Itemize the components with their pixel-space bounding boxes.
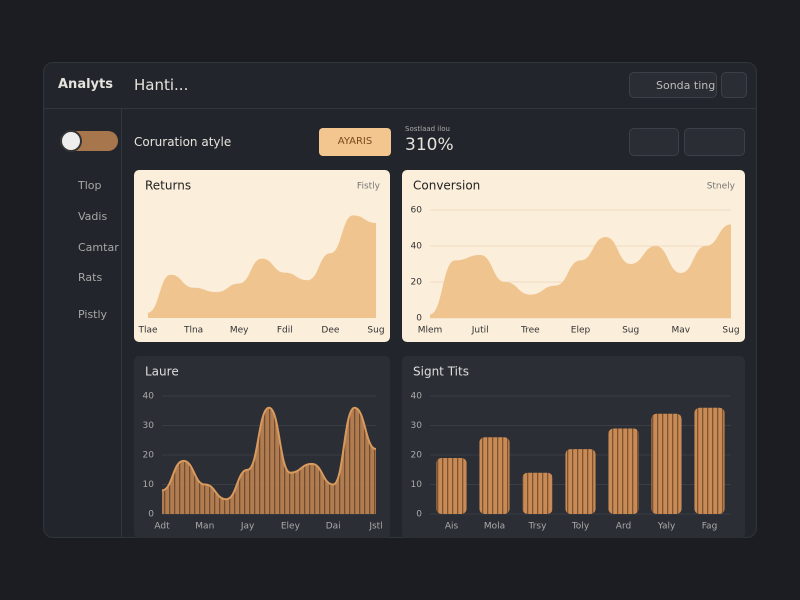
nav-item[interactable]: Tlop [78, 179, 102, 192]
chart: Returns Fistly Tlae Tlna Mey Fdil Dee Sug [137, 179, 384, 336]
nav-item[interactable]: Rats [78, 271, 103, 284]
y-tick-label: 10 [411, 480, 423, 490]
x-tick-label: Mav [672, 326, 691, 336]
toolbar-label: Coruration atyle [134, 135, 232, 149]
x-tick-label: Toly [571, 522, 590, 532]
x-tick-label: Mey [230, 326, 249, 336]
y-tick-label: 0 [416, 510, 422, 520]
area [430, 224, 731, 318]
x-tick-label: Fdil [277, 326, 293, 336]
x-tick-label: Sug [367, 326, 384, 336]
panel-action: Fistly [357, 182, 381, 192]
y-tick-label: 30 [143, 421, 155, 431]
icon-button[interactable] [684, 128, 745, 156]
divider [43, 108, 757, 109]
stat: 310% [405, 135, 454, 155]
x-tick-label: Sug [722, 326, 739, 336]
panel-title: Signt Tits [413, 365, 469, 379]
panel-action: Stnely [707, 182, 736, 192]
y-tick-label: 20 [411, 278, 423, 288]
x-tick-label: Ais [445, 522, 459, 532]
x-tick-label: Jstl [368, 522, 382, 532]
bar [694, 407, 725, 514]
bar [608, 428, 639, 514]
x-tick-label: Dai [326, 522, 341, 532]
search[interactable]: Sonda ting [629, 72, 717, 98]
x-tick-label: Trsy [528, 522, 548, 532]
area [148, 215, 376, 318]
x-tick-label: Mlem [418, 326, 443, 336]
bar [436, 457, 467, 514]
area [162, 407, 376, 514]
y-tick-label: 20 [411, 451, 423, 461]
y-tick-label: 40 [411, 242, 423, 252]
x-tick-label: Tlna [183, 326, 203, 336]
panel-title: Conversion [413, 179, 480, 193]
x-tick-label: Elep [571, 326, 591, 336]
button[interactable]: AYARIS [319, 128, 391, 156]
x-tick-label: Jutil [471, 326, 489, 336]
y-tick-label: 40 [411, 392, 423, 402]
bar [522, 472, 553, 514]
bar [651, 413, 682, 514]
panel-title: Returns [145, 179, 191, 193]
x-tick-label: Yaly [657, 522, 676, 532]
panel: Signt Tits 0 10 20 30 40 Ais Mola Trsy Toly Ard Yal… [402, 356, 745, 538]
x-tick-label: Jay [240, 522, 255, 532]
stat-caption: Sostlaad ilou [405, 125, 450, 133]
nav-item[interactable]: Pistly [78, 308, 108, 321]
y-tick-label: 60 [411, 206, 423, 216]
x-tick-label: Mola [484, 522, 505, 532]
brand: Analyts [58, 77, 113, 92]
bar [565, 449, 596, 514]
x-tick-label: Fag [702, 522, 718, 532]
chart: Signt Tits 0 10 20 30 40 Ais Mola Trsy Toly Ard Yal… [411, 365, 731, 532]
y-tick-label: 0 [148, 510, 154, 520]
panel: Returns Fistly Tlae Tlna Mey Fdil Dee Sug [134, 170, 390, 342]
chart: Conversion Stnely 0 20 40 60 Mlem Jutil Tree Elep… [411, 179, 740, 336]
x-tick-label: Sug [622, 326, 639, 336]
nav-item[interactable]: Camtar [78, 241, 119, 254]
x-tick-label: Adt [154, 522, 170, 532]
panel-title: Laure [145, 365, 179, 379]
x-tick-label: Tree [520, 326, 540, 336]
y-tick-label: 30 [411, 421, 423, 431]
x-tick-label: Ard [616, 522, 631, 532]
y-tick-label: 40 [143, 392, 155, 402]
icon-button[interactable] [721, 72, 747, 98]
x-tick-label: Dee [321, 326, 339, 336]
x-tick-label: Eley [281, 522, 301, 532]
panel: Laure 0 10 20 30 40 Adt Man Jay Eley Dai Jstl [134, 356, 390, 538]
y-tick-label: 0 [416, 314, 422, 324]
line [161, 406, 377, 501]
x-tick-label: Tlae [137, 326, 158, 336]
y-tick-label: 10 [143, 480, 155, 490]
icon-button[interactable] [629, 128, 679, 156]
nav-item[interactable]: Vadis [78, 210, 108, 223]
chart: Laure 0 10 20 30 40 Adt Man Jay Eley Dai Jstl [143, 365, 383, 532]
page-title: Hanti... [134, 76, 189, 94]
avatar [60, 130, 82, 152]
x-tick-label: Man [195, 522, 214, 532]
y-tick-label: 20 [143, 451, 155, 461]
panel: Conversion Stnely 0 20 40 60 Mlem Jutil Tree Elep… [402, 170, 745, 342]
bar [479, 437, 510, 514]
divider [121, 108, 122, 538]
